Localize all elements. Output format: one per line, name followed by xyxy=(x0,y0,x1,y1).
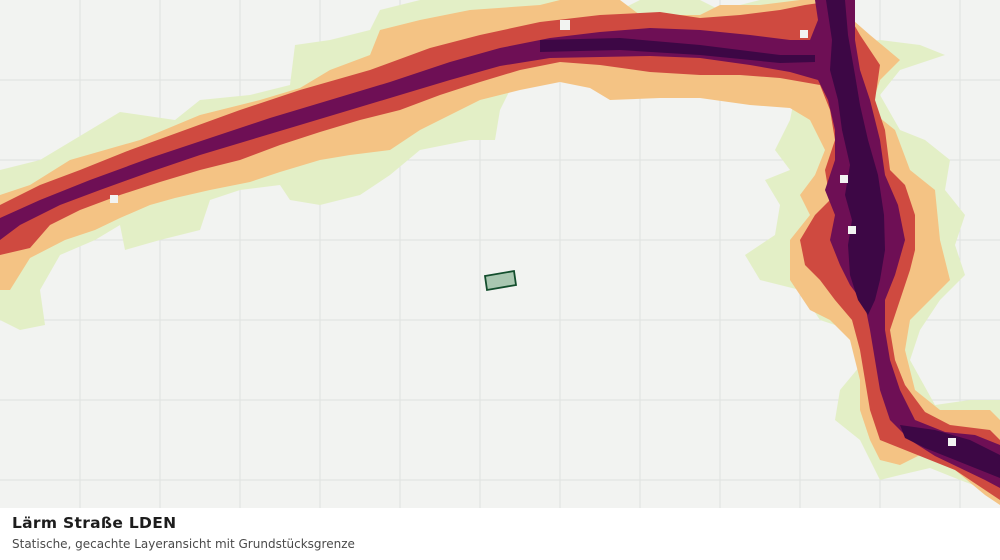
noise-map-canvas xyxy=(0,0,1000,508)
parcel-boundary[interactable] xyxy=(483,269,518,292)
map-view[interactable] xyxy=(0,0,1000,508)
layer-title: Lärm Straße LDEN xyxy=(12,514,177,532)
tile-gaps xyxy=(60,20,956,446)
noise-band-darkest xyxy=(540,0,1000,478)
layer-subtitle: Statische, gecachte Layeransicht mit Gru… xyxy=(12,537,355,551)
map-caption: Lärm Straße LDEN Statische, gecachte Lay… xyxy=(0,508,1000,560)
